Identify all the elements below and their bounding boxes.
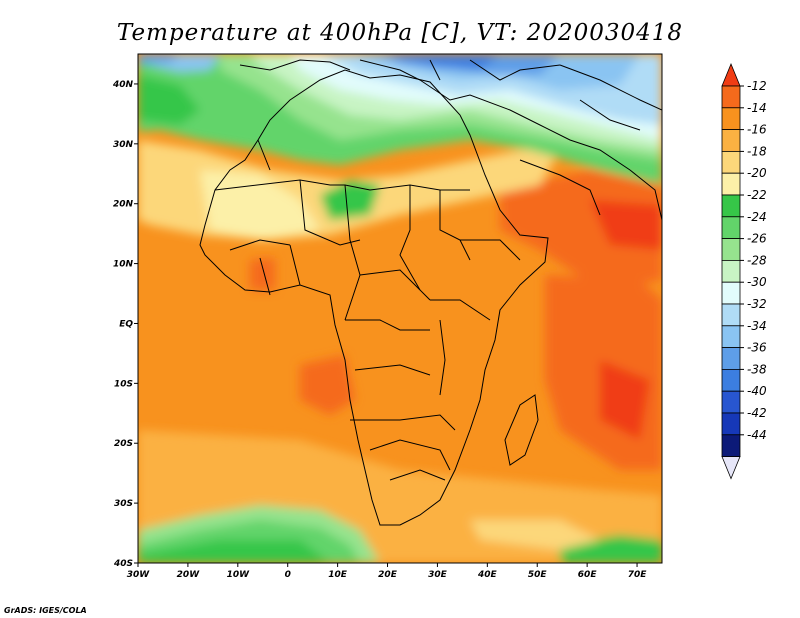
colorbar-swatch: [721, 303, 741, 327]
lon-tick-label: 20E: [378, 570, 398, 580]
coastlines: [199, 59, 662, 526]
lat-tick-label: 10S: [114, 379, 133, 389]
lat-tick-label: 30N: [113, 140, 134, 150]
colorbar-label: -20: [747, 166, 767, 180]
lon-tick-label: 10E: [328, 570, 348, 580]
colorbar-swatch: [721, 238, 741, 261]
lat-tick-label: EQ: [119, 319, 133, 329]
lon-tick-label: 40E: [477, 570, 498, 580]
colorbar-swatch: [721, 216, 741, 240]
colorbar-swatch: [721, 85, 741, 109]
lat-tick-label: 10N: [113, 260, 134, 270]
lon-tick-label: 30E: [428, 570, 448, 580]
colorbar-label: -36: [747, 341, 767, 355]
colorbar-label: -28: [747, 253, 767, 267]
colorbar-label: -32: [747, 297, 767, 311]
colorbar-label: -40: [747, 384, 767, 398]
colorbar-swatch: [721, 259, 741, 283]
colorbar-swatch: [721, 172, 741, 196]
colorbar-swatch: [721, 456, 741, 480]
temperature-field: [138, 54, 662, 563]
colorbar-label: -26: [747, 232, 767, 246]
colorbar-label: -12: [747, 79, 767, 93]
colorbar-label: -22: [747, 188, 767, 202]
colorbar-label: -16: [747, 123, 767, 137]
lat-tick-label: 40N: [112, 80, 134, 90]
lon-tick-label: 30W: [127, 570, 151, 580]
colorbar-swatch: [721, 150, 741, 174]
colorbar-label: -42: [747, 406, 767, 420]
latitude-axis: 40N 30N 20N 10N EQ 10S 20S 30S 40S: [112, 80, 138, 569]
colorbar: -12 -14 -16 -18 -20 -22 -24 -26 -28 -30 -32 -34 -36 -…: [721, 62, 767, 480]
colorbar-swatch: [721, 129, 741, 152]
lat-tick-label: 20N: [113, 200, 134, 210]
colorbar-swatch: [721, 281, 741, 305]
colorbar-label: -44: [747, 428, 767, 442]
colorbar-swatch: [721, 434, 741, 457]
plot-title: Temperature at 400hPa [C], VT: 202003041…: [117, 20, 683, 46]
colorbar-swatch: [721, 107, 741, 131]
lat-tick-label: 20S: [114, 439, 133, 449]
grads-credit: GrADS: IGES/COLA: [4, 606, 87, 615]
longitude-axis: 30W 20W 10W 0 10E 20E 30E 40E 50E 60E 70E: [127, 563, 647, 580]
colorbar-swatch: [721, 325, 741, 348]
lat-tick-label: 30S: [114, 499, 133, 509]
colorbar-label: -24: [747, 210, 767, 224]
lat-tick-label: 40S: [113, 559, 133, 569]
lon-tick-label: 0: [285, 570, 291, 580]
colorbar-swatch: [721, 347, 741, 370]
lon-tick-label: 20W: [177, 570, 201, 580]
map-frame: [137, 53, 663, 564]
lon-tick-label: 50E: [528, 570, 548, 580]
lon-tick-label: 10W: [227, 570, 251, 580]
colorbar-label: -30: [747, 275, 767, 289]
colorbar-swatch: [721, 412, 741, 436]
colorbar-swatch: [721, 368, 741, 392]
colorbar-label: -18: [747, 144, 767, 158]
colorbar-label: -38: [747, 362, 767, 376]
lon-tick-label: 60E: [578, 570, 598, 580]
colorbar-swatch: [721, 62, 741, 87]
colorbar-swatch: [721, 390, 741, 414]
colorbar-label: -34: [747, 319, 767, 333]
colorbar-label: -14: [747, 101, 767, 115]
lon-tick-label: 70E: [628, 570, 648, 580]
colorbar-swatch: [721, 194, 741, 218]
